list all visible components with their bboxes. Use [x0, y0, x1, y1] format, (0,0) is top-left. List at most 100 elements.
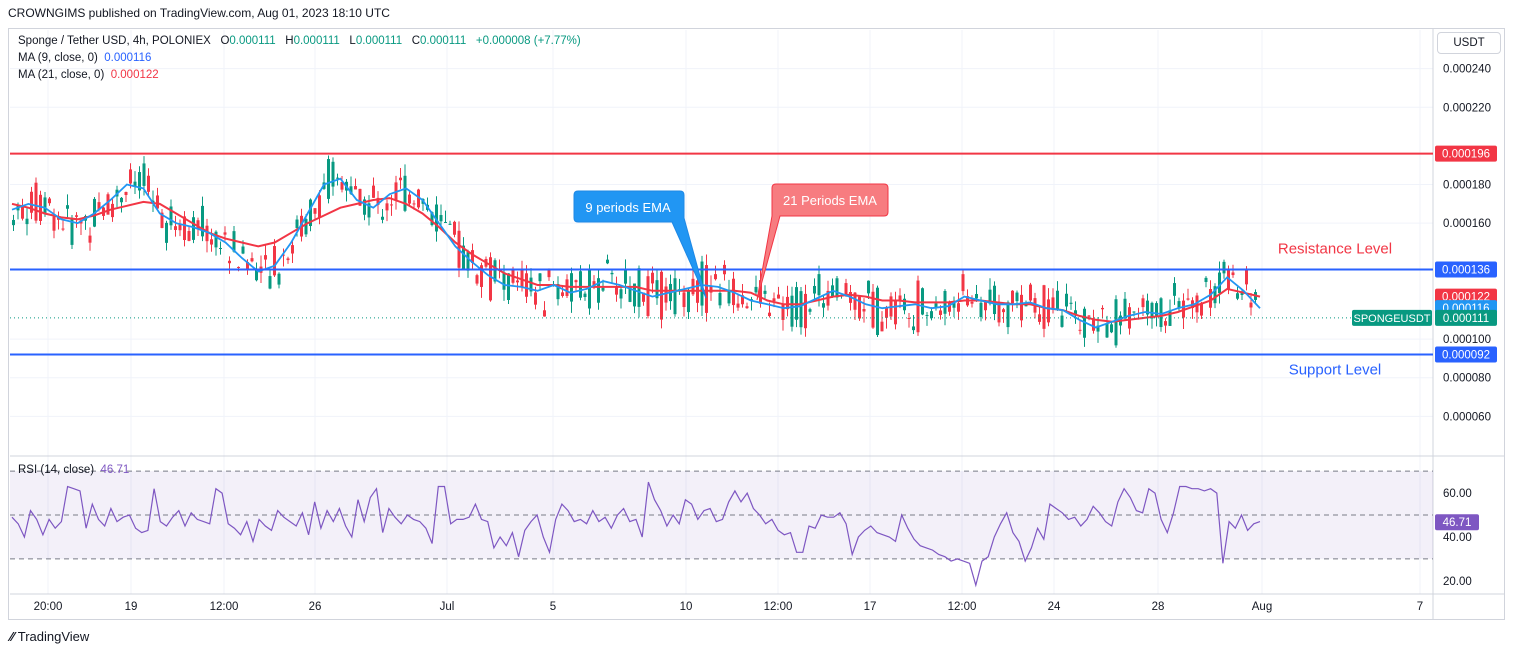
chart-frame	[8, 28, 1505, 620]
candle-body	[574, 280, 578, 283]
candle-body	[169, 206, 173, 226]
ma9-legend[interactable]: MA (9, close, 0) 0.000116	[18, 52, 151, 64]
candle-body	[921, 288, 924, 315]
candle-body	[417, 189, 420, 208]
time-tick-label: 12:00	[764, 601, 793, 613]
candle-body	[1213, 286, 1217, 304]
candle-body	[493, 260, 497, 282]
candle-body	[349, 186, 353, 194]
candle-body	[430, 212, 434, 226]
candle-body	[1150, 302, 1154, 319]
candle-body	[579, 271, 582, 298]
candle-body	[471, 250, 474, 263]
candle-body	[1209, 289, 1212, 308]
candle-body	[1002, 309, 1005, 313]
time-tick-label: 12:00	[210, 601, 239, 613]
candle-body	[291, 245, 294, 254]
candle-body	[340, 182, 344, 190]
candle-body	[561, 292, 564, 296]
candle-body	[318, 195, 321, 218]
candle-body	[961, 274, 965, 292]
candle-body	[250, 258, 254, 262]
ma21-legend[interactable]: MA (21, close, 0) 0.000122	[18, 69, 159, 81]
candle-body	[214, 231, 218, 248]
candle-body	[655, 280, 659, 299]
candle-body	[192, 217, 195, 240]
time-tick-label: 24	[1048, 601, 1061, 613]
ma21-value: 0.000122	[110, 69, 159, 81]
candle-body	[183, 216, 186, 241]
candle-body	[1132, 311, 1136, 313]
candle-body	[664, 286, 668, 303]
open-label: O	[220, 35, 230, 47]
rsi-legend[interactable]: RSI (14, close) 46.71	[18, 464, 129, 476]
time-tick-label: 20:00	[34, 601, 63, 613]
candle-body	[120, 197, 123, 203]
candle-body	[34, 182, 38, 221]
rsi-badge-text: 46.71	[1443, 517, 1472, 529]
price-badge	[1435, 309, 1497, 326]
candle-body	[867, 280, 870, 294]
price-tick-label: 0.000240	[1443, 64, 1491, 76]
currency-selector[interactable]: USDT	[1437, 32, 1501, 54]
candle-body	[1006, 302, 1010, 328]
candle-body	[1020, 294, 1023, 321]
candle-body	[444, 221, 447, 223]
level-badge	[1435, 346, 1497, 363]
candle-body	[367, 203, 371, 218]
candle-body	[975, 294, 978, 299]
rsi-value: 46.71	[100, 464, 130, 476]
candle-body	[565, 279, 569, 296]
candle-body	[583, 293, 587, 298]
candle-body	[309, 199, 312, 227]
candle-body	[1029, 284, 1032, 301]
low-value: 0.000111	[355, 35, 403, 47]
candle-body	[21, 206, 24, 219]
candle-body	[399, 177, 402, 181]
candle-body	[1240, 293, 1244, 295]
candle-body	[903, 298, 906, 311]
candle-body	[1177, 301, 1181, 309]
candle-body	[502, 272, 506, 290]
candle-body	[844, 283, 848, 295]
candle-body	[898, 295, 902, 301]
time-tick-label: 19	[125, 601, 138, 613]
candle-body	[615, 286, 618, 295]
candle-body	[880, 321, 884, 332]
candle-body	[1123, 298, 1127, 319]
candle-body	[885, 308, 888, 318]
candle-body	[525, 273, 528, 297]
candle-body	[1159, 298, 1163, 328]
ma9-label: MA (9, close, 0)	[18, 52, 98, 64]
candle-body	[462, 245, 465, 269]
candle-body	[1078, 329, 1082, 331]
ma9-value: 0.000116	[104, 52, 152, 64]
candle-body	[781, 304, 785, 320]
candle-body	[489, 257, 492, 301]
resistance-level-label: Resistance Level	[1278, 241, 1392, 258]
candle-body	[556, 284, 560, 300]
candle-body	[187, 231, 191, 241]
candle-body	[984, 301, 987, 311]
candle-body	[52, 216, 56, 231]
candle-body	[804, 293, 807, 329]
candle-body	[1051, 297, 1055, 310]
candle-body	[718, 292, 722, 306]
candle-body	[268, 276, 272, 289]
rsi-badge	[1435, 514, 1479, 531]
candle-body	[727, 290, 731, 304]
candle-body	[412, 203, 416, 205]
candle-body	[682, 292, 686, 308]
support-level-label: Support Level	[1289, 362, 1382, 379]
candle-body	[894, 300, 897, 325]
candle-body	[858, 296, 861, 319]
candle-body	[588, 269, 591, 309]
symbol-label[interactable]: Sponge / Tether USD, 4h, POLONIEX	[18, 35, 211, 47]
candle-body	[529, 277, 533, 292]
candle-body	[174, 226, 177, 230]
candle-body	[201, 205, 204, 237]
candle-body	[759, 280, 762, 304]
change-value: +0.000008 (+7.77%)	[475, 35, 581, 47]
candle-body	[372, 185, 375, 198]
